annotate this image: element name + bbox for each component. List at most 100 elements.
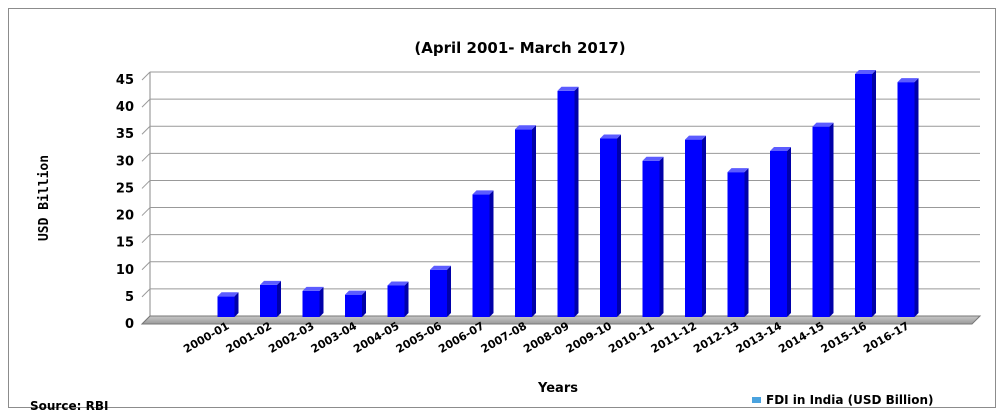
bar-front	[515, 129, 532, 317]
bar-front	[812, 126, 830, 318]
bar-2007-08	[515, 125, 536, 317]
x-tick-label: 2002-03	[266, 319, 316, 356]
x-tick-label: 2011-12	[649, 319, 699, 356]
legend-label: FDI in India (USD Billion)	[766, 393, 934, 407]
gridline-side	[141, 207, 151, 216]
x-tick-label: 2001-02	[224, 319, 274, 356]
y-tick-label: 35	[116, 127, 134, 142]
x-tick-label: 2015-16	[819, 319, 870, 356]
bar-side	[829, 122, 834, 318]
bar-2005-06	[430, 265, 451, 317]
bar-top	[600, 134, 621, 139]
bar-side	[702, 135, 706, 317]
y-axis-ticks: 0 5 10 15 20 25 30 35 40 45	[116, 73, 134, 332]
gridline-side	[141, 71, 151, 81]
bar-side	[617, 134, 621, 317]
bar-front	[897, 82, 915, 317]
y-tick-label: 20	[116, 209, 134, 224]
gridline-side	[141, 288, 151, 298]
bar-side	[362, 290, 366, 317]
bar-side	[277, 280, 281, 317]
bar-top	[387, 281, 409, 286]
bar-top	[515, 125, 536, 130]
bar-front	[345, 294, 362, 317]
bar-front	[387, 285, 405, 317]
x-tick-label: 2003-04	[309, 319, 360, 356]
bar-2010-11	[642, 156, 664, 317]
x-tick-label: 2014-15	[776, 319, 826, 356]
bar-top	[770, 146, 791, 151]
bar-top	[727, 168, 749, 173]
bar-2008-09	[557, 86, 579, 317]
bar-side	[404, 281, 409, 317]
bar-side	[532, 125, 536, 317]
bar-front	[472, 194, 490, 317]
bar-top	[642, 156, 664, 161]
bar-front	[430, 269, 447, 317]
bar-front	[260, 284, 277, 317]
bar-front	[600, 138, 617, 317]
bar-top	[260, 280, 281, 285]
bar-2015-16	[855, 70, 876, 317]
bar-front	[557, 90, 575, 317]
bar-side	[914, 78, 919, 317]
bar-top	[302, 286, 324, 291]
gridline-side	[141, 180, 151, 189]
x-tick-label: 2006-07	[436, 319, 486, 356]
source-note: Source: RBI	[30, 399, 108, 413]
y-tick-label: 10	[116, 263, 134, 278]
bar-2000-01	[217, 292, 239, 317]
chart-floor	[140, 315, 982, 325]
bar-2001-02	[260, 280, 281, 317]
bar-top	[685, 135, 706, 140]
bar-2016-17	[897, 78, 919, 317]
bar-side	[234, 292, 239, 317]
bar-2011-12	[685, 135, 706, 317]
bar-top	[345, 290, 366, 295]
x-tick-label: 2007-08	[479, 319, 529, 356]
y-tick-label: 45	[116, 73, 134, 88]
legend-swatch	[752, 397, 761, 403]
bar-front	[727, 172, 745, 317]
y-axis-label: USD Billion	[37, 155, 52, 241]
gridline-side	[141, 234, 151, 244]
bar-top	[430, 265, 451, 270]
bar-2003-04	[345, 290, 366, 317]
gridline-side	[141, 261, 151, 271]
bar-2012-13	[727, 168, 749, 317]
y-tick-label: 40	[116, 100, 134, 115]
bar-front	[217, 296, 235, 317]
bars	[217, 70, 919, 318]
bar-top	[472, 190, 494, 195]
bar-2004-05	[387, 281, 409, 317]
bar-side	[489, 190, 494, 317]
x-tick-label: 2004-05	[351, 319, 401, 356]
x-tick-label: 2012-13	[691, 319, 741, 356]
bar-front	[685, 139, 702, 317]
gridline-side	[141, 152, 151, 162]
gridline-side	[141, 98, 151, 108]
bar-top	[217, 292, 239, 297]
bar-side	[447, 265, 451, 317]
x-tick-label: 2010-11	[606, 319, 656, 356]
x-axis-label: Years	[537, 381, 578, 396]
chart-floor-plane	[140, 315, 982, 325]
bar-2013-14	[770, 146, 791, 317]
bar-2006-07	[472, 190, 494, 317]
bar-side	[659, 156, 664, 317]
x-tick-label: 2013-14	[734, 319, 785, 356]
bar-side	[787, 146, 791, 317]
y-tick-label: 25	[116, 181, 134, 196]
bar-top	[855, 70, 876, 74]
bar-top	[897, 78, 919, 83]
gridline-side	[141, 125, 151, 135]
bar-side	[319, 286, 324, 317]
bar-front	[855, 74, 872, 317]
bar-front	[770, 150, 787, 317]
bar-top	[812, 122, 834, 127]
x-tick-label: 2000-01	[181, 319, 231, 356]
bar-2009-10	[600, 134, 621, 317]
bar-front	[302, 290, 320, 317]
bar-2014-15	[812, 122, 834, 318]
